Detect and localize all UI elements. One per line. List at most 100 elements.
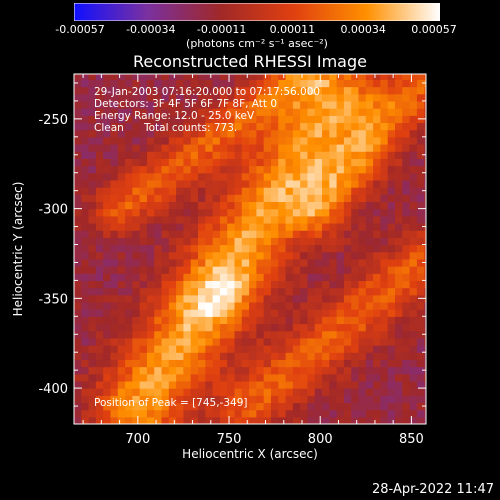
heatmap-cell [351,287,360,296]
heatmap-cell [249,251,257,260]
heatmap-cell [270,201,279,210]
heatmap-cell [249,273,257,282]
heatmap-cell [329,402,338,411]
heatmap-cell [322,251,330,260]
heatmap-cell [161,323,170,332]
heatmap-cell [125,416,133,424]
heatmap-cell [168,194,177,203]
heatmap-cell [74,179,82,188]
heatmap-cell [263,158,272,167]
heatmap-cell [168,93,177,102]
heatmap-cell [103,359,112,368]
heatmap-cell [402,165,411,174]
heatmap-cell [263,301,272,310]
heatmap-cell [205,230,214,238]
heatmap-cell [88,273,97,282]
heatmap-cell [234,244,243,253]
heatmap-cell [387,294,396,303]
heatmap-cell [409,409,418,418]
heatmap-cell [278,316,287,325]
heatmap-cell [387,86,396,95]
heatmap-cell [278,373,287,382]
heatmap-cell [314,86,323,95]
heatmap-cell [146,222,155,231]
heatmap-cell [132,100,141,109]
heatmap-cell [351,330,360,339]
heatmap-cell [270,151,279,159]
heatmap-cell [263,366,272,375]
heatmap-cell [387,287,396,296]
heatmap-cell [117,402,126,411]
heatmap-cell [329,222,338,231]
heatmap-cell [343,244,352,253]
heatmap-cell [125,201,133,210]
heatmap-cell [190,345,199,353]
heatmap-cell [183,187,192,195]
heatmap-cell [300,345,309,353]
heatmap-cell [351,187,360,195]
heatmap-cell [278,402,287,411]
heatmap-cell [176,337,185,346]
heatmap-cell [227,266,236,274]
heatmap-cell [139,215,148,224]
heatmap-cell [380,366,389,375]
heatmap-cell [117,258,126,267]
heatmap-cell [183,158,192,167]
heatmap-cell [322,294,330,303]
heatmap-cell [329,179,338,188]
heatmap-cell [351,294,360,303]
heatmap-cell [329,266,338,274]
heatmap-cell [139,316,148,325]
heatmap-cell [219,179,228,188]
heatmap-cell [198,187,206,195]
heatmap-cell [343,366,352,375]
heatmap-cell [358,373,367,382]
heatmap-cell [336,359,345,368]
heatmap-cell [205,165,214,174]
heatmap-cell [336,122,345,131]
heatmap-cell [394,74,403,80]
heatmap-cell [249,409,257,418]
heatmap-cell [205,294,214,303]
heatmap-cell [300,280,309,289]
heatmap-cell [336,316,345,325]
heatmap-cell [263,115,272,124]
heatmap-cell [329,380,338,389]
heatmap-cell [358,316,367,325]
heatmap-cell [329,136,338,145]
heatmap-cell [402,352,411,360]
heatmap-cell [402,309,411,317]
heatmap-cell [256,79,265,88]
heatmap-cell [373,136,382,145]
heatmap-cell [146,402,155,411]
heatmap-cell [81,352,90,360]
heatmap-cell [365,409,374,418]
heatmap-cell [161,258,170,267]
heatmap-cell [103,380,112,389]
heatmap-cell [416,373,425,382]
heatmap-cell [263,194,272,203]
heatmap-cell [132,237,141,246]
heatmap-cell [424,74,426,80]
heatmap-cell [205,366,214,375]
heatmap-cell [117,409,126,418]
heatmap-cell [263,222,272,231]
heatmap-cell [241,74,250,80]
heatmap-cell [249,352,257,360]
heatmap-cell [154,337,163,346]
heatmap-cell [212,115,221,124]
heatmap-cell [358,86,367,95]
heatmap-cell [292,402,301,411]
heatmap-cell [285,158,294,167]
heatmap-cell [329,244,338,253]
heatmap-cell [95,251,104,260]
heatmap-cell [292,237,301,246]
heatmap-cell [270,251,279,260]
heatmap-cell [263,402,272,411]
heatmap-cell [227,201,236,210]
heatmap-cell [88,251,97,260]
heatmap-cell [416,172,425,181]
heatmap-cell [74,280,82,289]
heatmap-cell [380,294,389,303]
heatmap-cell [103,151,112,159]
